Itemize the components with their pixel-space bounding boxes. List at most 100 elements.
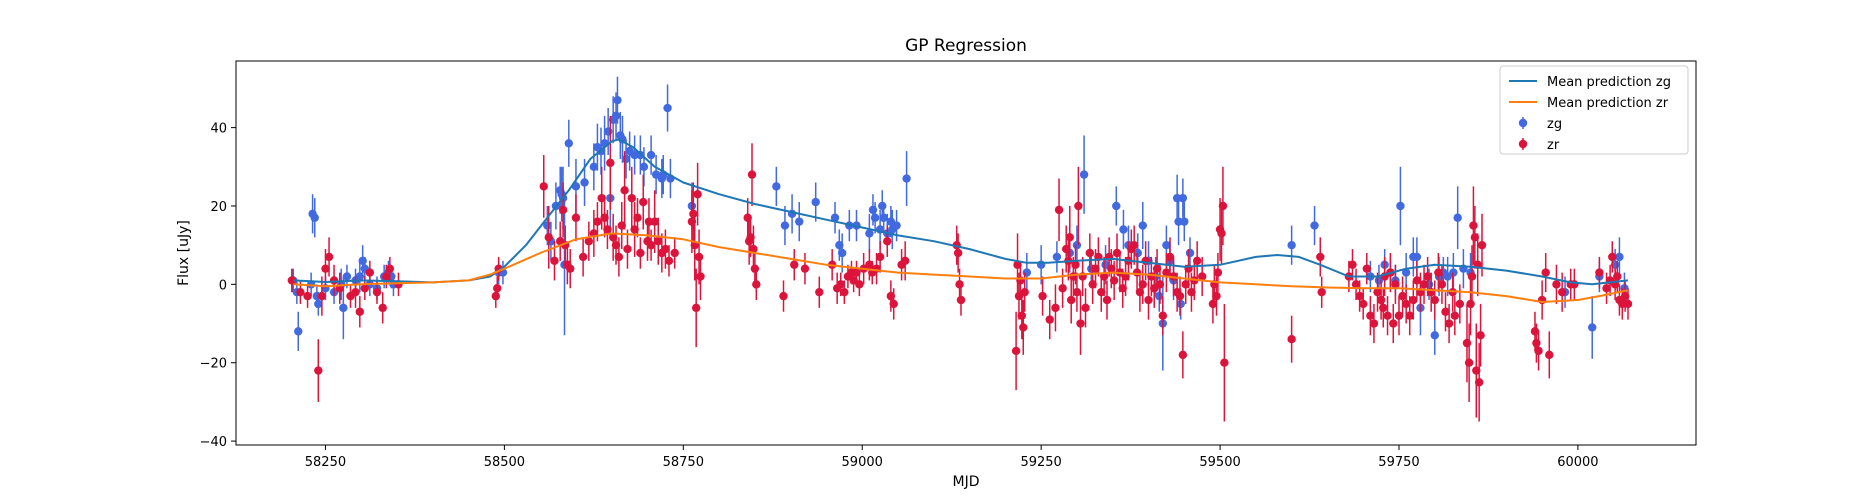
point-zr <box>571 213 581 222</box>
point-zg <box>772 182 781 191</box>
point-zr <box>1462 338 1472 348</box>
point-zg <box>878 201 887 211</box>
point-zr <box>1016 276 1025 285</box>
point-zr <box>664 256 674 266</box>
point-zg <box>1401 268 1411 277</box>
point-zr <box>1477 240 1487 250</box>
point-zg <box>342 272 352 281</box>
point-zr <box>1472 366 1481 375</box>
point-zr <box>1038 291 1047 301</box>
point-zr <box>886 291 896 301</box>
point-zr <box>1213 268 1223 277</box>
y-tick-label: −40 <box>200 435 227 450</box>
point-zr <box>603 225 612 234</box>
point-zr <box>1192 256 1202 266</box>
point-zr <box>550 256 559 266</box>
point-zg <box>1162 240 1171 250</box>
point-zg <box>1396 201 1405 211</box>
point-zr <box>747 170 757 179</box>
point-zr <box>1197 272 1207 281</box>
x-tick-label: 59500 <box>1199 455 1240 470</box>
point-zr <box>1220 358 1229 367</box>
point-zr <box>1076 319 1085 328</box>
point-zg <box>294 327 303 336</box>
point-zr <box>865 260 874 269</box>
point-zg <box>1287 240 1296 250</box>
point-zr <box>1552 280 1561 289</box>
point-zr <box>620 186 629 195</box>
point-zg <box>837 248 847 258</box>
point-zr <box>1602 284 1611 293</box>
point-zr <box>1155 280 1165 289</box>
point-zr <box>1613 272 1622 281</box>
point-zg <box>611 111 621 121</box>
point-zg <box>870 213 880 222</box>
point-zr <box>600 213 609 222</box>
point-zr <box>1362 264 1371 273</box>
point-zr <box>633 213 642 222</box>
x-axis-label: MJD <box>953 474 980 490</box>
point-zr <box>606 158 615 168</box>
point-zr <box>955 280 964 289</box>
point-zg <box>879 213 888 222</box>
point-zr <box>1532 338 1541 348</box>
point-zr <box>1138 280 1147 289</box>
point-zr <box>1434 268 1443 277</box>
point-zr <box>1175 291 1185 301</box>
point-zr <box>627 193 636 203</box>
point-zr <box>883 237 892 246</box>
point-zg <box>564 139 573 148</box>
point-zr <box>1112 248 1122 258</box>
point-zr <box>1081 303 1090 313</box>
line-mean-prediction-zr <box>293 232 1629 303</box>
point-zr <box>1379 303 1388 313</box>
point-zr <box>1430 295 1439 305</box>
point-zr <box>597 193 606 203</box>
point-zg <box>314 299 323 309</box>
point-zr <box>296 287 305 297</box>
point-zr <box>650 217 659 226</box>
x-tick-label: 58750 <box>663 455 704 470</box>
point-zr <box>696 272 705 281</box>
point-zg <box>613 95 622 105</box>
point-zr <box>1011 346 1021 356</box>
x-tick-label: 58500 <box>484 455 525 470</box>
point-zr <box>636 248 645 258</box>
point-zr <box>1469 221 1478 230</box>
point-zr <box>1071 260 1080 269</box>
point-zg <box>355 272 365 281</box>
point-zr <box>1178 350 1188 360</box>
point-zr <box>1376 295 1386 305</box>
legend-swatch <box>1518 139 1528 149</box>
point-zr <box>1287 335 1296 344</box>
point-zg <box>1185 248 1195 258</box>
point-zr <box>1317 287 1326 297</box>
point-zr <box>287 276 297 285</box>
point-zr <box>1158 311 1168 320</box>
point-zr <box>1359 299 1368 309</box>
x-tick-label: 58250 <box>305 455 346 470</box>
point-zr <box>1620 291 1630 301</box>
x-tick-label: 60000 <box>1557 455 1598 470</box>
point-zg <box>830 213 840 222</box>
point-zr <box>1467 272 1477 281</box>
legend-entry: zr <box>1547 138 1560 153</box>
point-zg <box>1430 331 1439 340</box>
point-zg <box>835 240 844 250</box>
point-zg <box>1412 252 1422 262</box>
point-zr <box>1623 299 1633 309</box>
point-zr <box>1058 284 1067 293</box>
point-zg <box>1310 221 1319 230</box>
point-zr <box>1348 260 1357 269</box>
point-zr <box>1557 287 1567 297</box>
point-zr <box>1102 295 1112 305</box>
point-zr <box>1054 205 1064 215</box>
point-zr <box>617 221 626 230</box>
legend-entry: Mean prediction zg <box>1547 75 1671 90</box>
plot-area <box>287 76 1633 422</box>
point-zr <box>1409 295 1418 305</box>
point-zr <box>360 284 370 293</box>
point-zr <box>654 237 663 246</box>
line-mean-prediction-zg <box>293 138 1629 286</box>
point-zr <box>1412 276 1422 285</box>
